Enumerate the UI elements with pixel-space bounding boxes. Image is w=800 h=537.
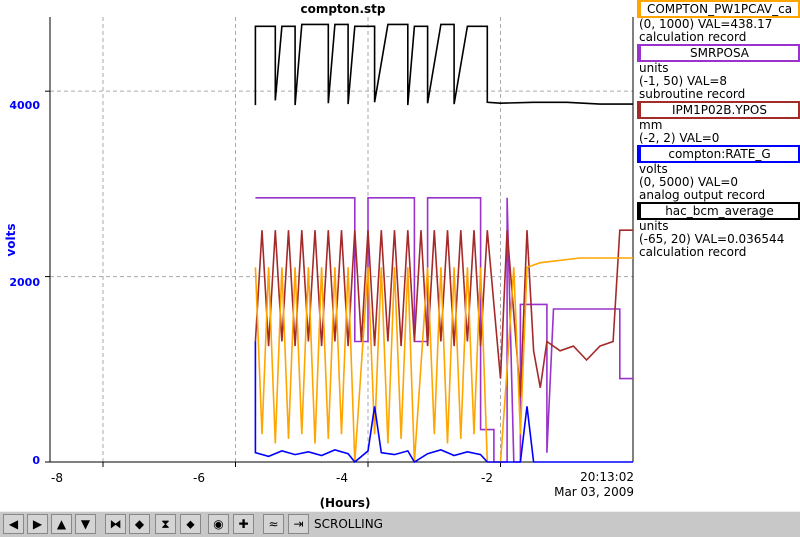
zoom-out-vertical-icon[interactable]: ⬥ [180, 514, 201, 534]
series-line-compton-rate-g [254, 341, 633, 464]
x-tick-label: -2 [481, 471, 493, 485]
arrow-down-icon[interactable]: ▼ [75, 514, 96, 534]
legend-item-compton-pw1pcav[interactable]: COMPTON_PW1PCAV_ca (0, 1000) VAL=438.17 … [637, 0, 800, 44]
legend-range: (0, 1000) VAL=438.17 [639, 17, 773, 31]
legend-unit: units [639, 61, 669, 75]
legend-range: (-2, 2) VAL=0 [639, 131, 720, 145]
legend-name[interactable]: COMPTON_PW1PCAV_ca [637, 0, 800, 18]
x-tick-label: -4 [336, 471, 348, 485]
y-axis-label: volts [4, 223, 18, 257]
legend-range: (-1, 50) VAL=8 [639, 74, 728, 88]
legend-name[interactable]: IPM1P02B.YPOS [637, 101, 800, 119]
legend-record: subroutine record [639, 87, 746, 101]
timestamp-date: Mar 03, 2009 [554, 485, 634, 499]
toolbar: ◀ ▶ ▲ ▼ ⧓ ◆ ⧗ ⬥ ◉ ✚ ≈ ⇥ SCROLLING [0, 511, 800, 537]
zoom-in-vertical-icon[interactable]: ⧗ [155, 514, 176, 534]
legend-unit: units [639, 219, 669, 233]
legend-record: calculation record [639, 245, 747, 259]
legend-item-ipm1p02b[interactable]: IPM1P02B.YPOS mm (-2, 2) VAL=0 [637, 101, 800, 145]
legend-item-smrposa[interactable]: SMRPOSA units (-1, 50) VAL=8 subroutine … [637, 44, 800, 101]
x-axis-label: (Hours) [319, 496, 371, 510]
reset-icon[interactable]: ◉ [208, 514, 229, 534]
legend-record: calculation record [639, 30, 747, 44]
zoom-in-horizontal-icon[interactable]: ⧓ [105, 514, 126, 534]
x-tick-label: -6 [193, 471, 205, 485]
arrow-right-icon[interactable]: ▶ [27, 514, 48, 534]
scroll-toggle-icon[interactable]: ≈ [263, 514, 284, 534]
scrolling-status: SCROLLING [314, 517, 383, 531]
series-line-compton-pw1pcav-ca [254, 257, 633, 463]
legend-item-hac-bcm-average[interactable]: hac_bcm_average units (-65, 20) VAL=0.03… [637, 202, 800, 259]
y-tick-label: 4000 [9, 99, 40, 112]
x-tick-label: -8 [51, 471, 63, 485]
legend-name[interactable]: SMRPOSA [637, 44, 800, 62]
legend-range: (-65, 20) VAL=0.036544 [639, 232, 785, 246]
timestamp: 20:13:02 Mar 03, 2009 [548, 470, 634, 500]
series-line-ipm1p02b-ypos [254, 229, 633, 398]
y-tick-label: 2000 [9, 276, 40, 289]
legend-unit: mm [639, 118, 663, 132]
legend-range: (0, 5000) VAL=0 [639, 175, 739, 189]
legend-item-compton-rate-g[interactable]: compton:RATE_G volts (0, 5000) VAL=0 ana… [637, 145, 800, 202]
return-icon[interactable]: ⇥ [288, 514, 309, 534]
legend-name[interactable]: compton:RATE_G [637, 145, 800, 163]
legend: COMPTON_PW1PCAV_ca (0, 1000) VAL=438.17 … [637, 0, 800, 259]
chart-title: compton.stp [300, 2, 386, 16]
legend-name[interactable]: hac_bcm_average [637, 202, 800, 220]
legend-record: analog output record [639, 188, 766, 202]
arrow-up-icon[interactable]: ▲ [51, 514, 72, 534]
series-line-hac-bcm-average [254, 23, 633, 106]
legend-unit: volts [639, 162, 668, 176]
arrow-left-icon[interactable]: ◀ [3, 514, 24, 534]
add-icon[interactable]: ✚ [233, 514, 254, 534]
y-tick-label: 0 [32, 454, 40, 467]
timestamp-time: 20:13:02 [580, 470, 634, 484]
series-line-smrposa [255, 197, 633, 463]
zoom-out-horizontal-icon[interactable]: ◆ [129, 514, 150, 534]
